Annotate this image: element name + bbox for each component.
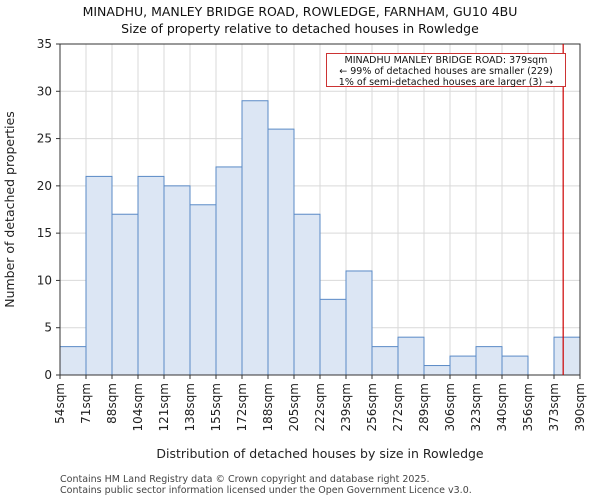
histogram-bar [423, 365, 451, 376]
x-tick-label: 390sqm [573, 383, 587, 431]
histogram-bar [137, 175, 165, 376]
x-axis-label: Distribution of detached houses by size … [156, 446, 484, 461]
x-tick-label: 104sqm [131, 383, 145, 431]
x-tick-label: 121sqm [157, 383, 171, 431]
x-tick-label: 188sqm [261, 383, 275, 431]
annotation-box: MINADHU MANLEY BRIDGE ROAD: 379sqm ← 99%… [326, 53, 566, 88]
x-tick-label: 323sqm [469, 383, 483, 431]
x-tick-label: 222sqm [313, 383, 327, 431]
histogram-bar [163, 185, 191, 376]
y-tick-label: 25 [37, 132, 52, 146]
annotation-line-1: MINADHU MANLEY BRIDGE ROAD: 379sqm [344, 55, 548, 66]
histogram-bar [267, 128, 295, 376]
chart-title: Size of property relative to detached ho… [121, 21, 479, 36]
x-tick-label: 306sqm [443, 383, 457, 431]
y-tick-label: 20 [37, 179, 52, 193]
x-tick-label: 289sqm [417, 383, 431, 431]
y-tick-label: 35 [37, 37, 52, 51]
x-tick-label: 239sqm [339, 383, 353, 431]
histogram-bar [397, 336, 425, 376]
histogram-bar [501, 355, 529, 376]
histogram-bar [319, 298, 347, 376]
x-tick-label: 256sqm [365, 383, 379, 431]
footer-licence: Contains public sector information licen… [60, 485, 472, 496]
y-tick-label: 5 [44, 321, 52, 335]
histogram-bar [59, 346, 87, 376]
histogram-bar [553, 336, 581, 376]
x-tick-label: 54sqm [53, 383, 67, 424]
annotation-line-3: 1% of semi-detached houses are larger (3… [338, 77, 554, 88]
histogram-bar [215, 166, 243, 376]
x-tick-label: 272sqm [391, 383, 405, 431]
x-tick-label: 138sqm [183, 383, 197, 431]
x-tick-label: 356sqm [521, 383, 535, 431]
histogram-bar [85, 175, 113, 376]
histogram-bar [371, 346, 399, 376]
footer-copyright: Contains HM Land Registry data © Crown c… [60, 474, 430, 485]
histogram-bar [241, 100, 269, 376]
x-tick-label: 155sqm [209, 383, 223, 431]
histogram-bar [111, 213, 139, 376]
x-tick-label: 88sqm [105, 383, 119, 424]
histogram-bar [449, 355, 477, 376]
y-tick-label: 0 [44, 368, 52, 382]
histogram-bar [475, 346, 503, 376]
y-axis-label: Number of detached properties [2, 111, 17, 308]
y-tick-label: 15 [37, 226, 52, 240]
x-tick-label: 340sqm [495, 383, 509, 431]
x-tick-label: 71sqm [79, 383, 93, 424]
histogram-bar [345, 270, 373, 376]
y-tick-label: 30 [37, 84, 52, 98]
x-tick-label: 172sqm [235, 383, 249, 431]
x-tick-label: 205sqm [287, 383, 301, 431]
chart-title-address: MINADHU, MANLEY BRIDGE ROAD, ROWLEDGE, F… [82, 4, 518, 19]
annotation-line-2: ← 99% of detached houses are smaller (22… [339, 66, 553, 77]
y-tick-label: 10 [37, 273, 52, 287]
x-tick-label: 373sqm [547, 383, 561, 431]
histogram-bar [293, 213, 321, 376]
histogram-bar [189, 204, 217, 376]
